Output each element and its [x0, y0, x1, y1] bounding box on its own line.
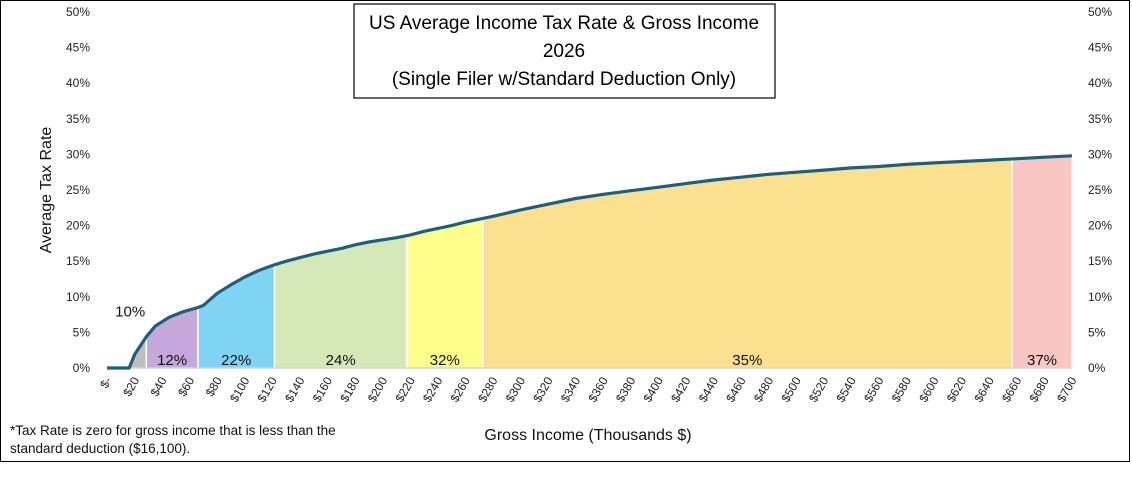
x-tick-label: $540	[834, 374, 860, 404]
x-tick-label: $360	[585, 374, 611, 404]
x-tick-label: $580	[889, 374, 915, 404]
x-tick-label: $500	[778, 374, 804, 404]
x-tick-label: $300	[503, 374, 529, 404]
y-tick-label-right: 25%	[1088, 183, 1112, 197]
y-tick-label-left: 30%	[66, 147, 90, 161]
bracket-label-37pct: 37%	[1027, 352, 1057, 369]
bracket-band-24pct	[273, 234, 408, 369]
x-tick-label: $80	[203, 374, 225, 399]
bracket-band-35pct	[481, 158, 1013, 369]
bracket-labels: 10% 12% 22% 24% 32% 35% 37%	[115, 304, 1057, 369]
chart-title-year: 2026	[543, 41, 585, 62]
x-tick-label: $640	[971, 374, 997, 404]
y-tick-label-right: 50%	[1088, 5, 1112, 19]
y-tick-label-left: 50%	[66, 5, 90, 19]
x-tick-label: $660	[999, 374, 1025, 404]
bracket-label-24pct: 24%	[326, 352, 356, 369]
y-tick-label-left: 20%	[66, 219, 90, 233]
x-tick-label: $380	[613, 374, 639, 404]
x-tick-label: $140	[282, 374, 308, 404]
x-tick-label: $20	[120, 374, 142, 399]
average-tax-rate-line	[107, 154, 1073, 370]
x-tick-label: $340	[558, 374, 584, 404]
bracket-label-32pct: 32%	[430, 352, 460, 369]
x-tick-label: $220	[392, 374, 418, 404]
x-tick-label: $440	[696, 374, 722, 404]
x-tick-label: $280	[475, 374, 501, 404]
bracket-band-37pct	[1011, 155, 1073, 369]
x-tick-label: $620	[944, 374, 970, 404]
bracket-label-10pct: 10%	[115, 304, 145, 321]
y-tick-label-right: 45%	[1088, 41, 1112, 55]
chart-subtitle: (Single Filer w/Standard Deduction Only)	[392, 69, 736, 90]
x-tick-label: $700	[1054, 374, 1080, 404]
bracket-band-32pct	[406, 217, 484, 369]
y-tick-label-left: 25%	[66, 183, 90, 197]
y-tick-label-left: 45%	[66, 41, 90, 55]
y-axis-left-ticks: 0% 5% 10% 15% 20% 25% 30% 35% 40% 45% 50%	[66, 5, 90, 375]
x-tick-label: $520	[806, 374, 832, 404]
x-tick-label: $460	[723, 374, 749, 404]
chart-frame	[0, 0, 1130, 462]
x-tick-label: $400	[641, 374, 667, 404]
y-axis-title: Average Tax Rate	[38, 127, 55, 254]
y-tick-label-left: 10%	[66, 290, 90, 304]
footnote: *Tax Rate is zero for gross income that …	[10, 423, 336, 456]
bracket-label-12pct: 12%	[157, 352, 187, 369]
x-tick-label: $680	[1027, 374, 1053, 404]
y-tick-label-right: 15%	[1088, 254, 1112, 268]
x-tick-label: $-	[97, 374, 114, 390]
x-tick-label: $40	[148, 374, 170, 399]
y-tick-label-right: 20%	[1088, 219, 1112, 233]
y-tick-label-right: 0%	[1088, 361, 1106, 375]
x-tick-label: $60	[175, 374, 197, 399]
y-tick-label-left: 15%	[66, 254, 90, 268]
y-tick-label-right: 35%	[1088, 112, 1112, 126]
y-tick-label-right: 10%	[1088, 290, 1112, 304]
chart-title-box: US Average Income Tax Rate & Gross Incom…	[353, 3, 776, 99]
y-axis-right-ticks: 0% 5% 10% 15% 20% 25% 30% 35% 40% 45% 50%	[1088, 5, 1112, 375]
x-tick-label: $200	[365, 374, 391, 404]
x-tick-label: $560	[861, 374, 887, 404]
x-tick-label: $320	[530, 374, 556, 404]
x-tick-label: $100	[227, 374, 253, 404]
y-tick-label-right: 40%	[1088, 76, 1112, 90]
tax-rate-chart: 10% 12% 22% 24% 32% 35% 37% 0% 5% 10% 15% 20% 25% 30…	[38, 3, 1112, 444]
x-tick-label: $240	[420, 374, 446, 404]
y-tick-label-left: 5%	[73, 325, 91, 339]
x-tick-label: $180	[337, 374, 363, 404]
y-tick-label-left: 40%	[66, 76, 90, 90]
chart-title: US Average Income Tax Rate & Gross Incom…	[369, 13, 759, 34]
bracket-bands	[128, 155, 1073, 369]
x-tick-label: $260	[448, 374, 474, 404]
bracket-label-22pct: 22%	[221, 352, 251, 369]
x-axis-ticks: $- $20 $40 $60 $80 $100 $120 $140 $160 $180 $200 $2…	[97, 374, 1080, 404]
x-tick-label: $420	[668, 374, 694, 404]
x-tick-label: $600	[916, 374, 942, 404]
y-tick-label-left: 35%	[66, 112, 90, 126]
bracket-label-35pct: 35%	[732, 352, 762, 369]
x-axis-title: Gross Income (Thousands $)	[484, 427, 691, 444]
x-tick-label: $160	[310, 374, 336, 404]
x-tick-label: $480	[751, 374, 777, 404]
y-tick-label-left: 0%	[73, 361, 91, 375]
y-tick-label-right: 5%	[1088, 325, 1106, 339]
x-tick-label: $120	[255, 374, 281, 404]
y-tick-label-right: 30%	[1088, 147, 1112, 161]
